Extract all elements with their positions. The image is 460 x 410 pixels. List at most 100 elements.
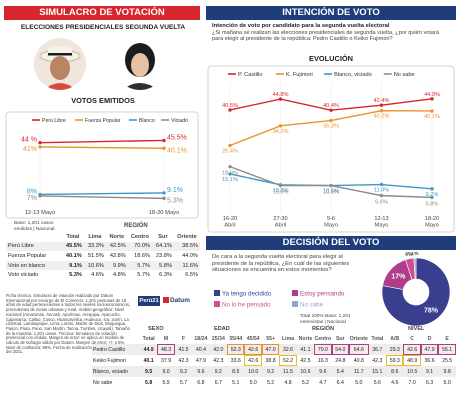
data-label-0-4: 44.9% <box>424 92 440 98</box>
crosstab-cell: 41.5 <box>178 346 189 353</box>
table-row: No sabe 5.8 5.9 5.7 6.8 6.7 5.1 5.0 5.2 4.8 5.2 4.7… <box>92 377 456 388</box>
donut-label-1: 17% <box>391 274 406 281</box>
crosstab-cell: 9.2 <box>179 368 188 375</box>
crosstab-cell: 42.6 <box>244 344 262 355</box>
point-3-0 <box>38 194 42 198</box>
crosstab-cell: 6.3 <box>425 379 434 386</box>
legend-label-1: K. Fujimori <box>286 72 313 78</box>
crosstab-cell: 10.5 <box>407 368 418 375</box>
crosstab-cell: 40.1 <box>143 357 154 364</box>
candidate-photo-castillo <box>34 38 86 90</box>
data-label-2-1: 9.1% <box>167 187 183 194</box>
crosstab-cell: 52.3 <box>227 344 245 355</box>
category-label-2-b: Mayo <box>324 223 338 229</box>
data-label-3-2: 10.5% <box>323 190 339 196</box>
crosstab-cell: 5.0 <box>355 379 363 386</box>
crosstab-cell: 25.5 <box>442 357 453 364</box>
legend-label-2: Blanco <box>139 118 155 124</box>
crosstab-col-header: 18/24 <box>194 335 208 342</box>
region-col-header: Lima <box>88 233 102 240</box>
crosstab-cell: 9.6 <box>197 368 205 375</box>
data-label-2-1: 10.8% <box>273 188 289 194</box>
region-label: REGIÓN <box>124 223 148 229</box>
datum-logo: Datum <box>163 296 197 306</box>
data-label-1-1: 40.1% <box>167 147 187 154</box>
candidate-photo-fujimori <box>114 38 166 90</box>
simulacro-subheader: ELECCIONES PRESIDENCIALES SEGUNDA VUELTA <box>20 24 186 31</box>
decision-legend-swatch-icon <box>292 301 298 307</box>
point-1-0 <box>228 143 232 148</box>
series-line-1 <box>39 146 165 149</box>
data-label-0-0: 44 % <box>21 137 37 144</box>
point-0-0 <box>228 108 232 112</box>
crosstab-header-row: Total M F 18/24 25/34 35/44 45/54 55+ Lima Norte C… <box>92 333 456 344</box>
evolucion-chart: P. Castillo K. Fujimori Blanco, viciado No … <box>207 65 455 233</box>
votos-emitidos-title: VOTOS EMITIDOS <box>71 96 135 105</box>
data-label-1-4: 40.1% <box>424 114 440 120</box>
point-2-3 <box>379 182 384 187</box>
datum-logo-icon <box>163 296 169 303</box>
region-col-header: Norte <box>109 233 125 240</box>
crosstab-cell: 33.6 <box>230 357 241 364</box>
crosstab-cell: 24.8 <box>335 357 346 364</box>
group-header-nivel: NIVEL <box>408 326 425 332</box>
crosstab-col-header: Norte <box>298 335 313 342</box>
crosstab-row-label: Pedro Castillo <box>93 346 126 353</box>
table-row: Voto viciado 5.3% 4.6% 4.8% 5.7% 6.3% 6.5% <box>6 270 200 280</box>
legend-label-3: No sabe <box>394 72 415 78</box>
series-line-3 <box>39 195 165 200</box>
crosstab-cell: 5.7 <box>179 379 188 386</box>
donut-label-0: 78% <box>424 307 439 314</box>
region-cell: 4.6% <box>91 272 104 279</box>
crosstab-cell: 9.0 <box>162 368 170 375</box>
point-0-1 <box>278 97 283 101</box>
crosstab-cell: 40.8 <box>353 357 364 364</box>
peru21-logo: Perú21 <box>138 296 160 306</box>
donut-label-2: 4% <box>405 252 413 258</box>
donut-label-3: 1% <box>411 252 419 257</box>
data-label-3-1: 13.0% <box>273 190 289 196</box>
region-cell: 45.5% <box>66 243 82 250</box>
legend-label-0: Perú Libre <box>42 118 66 124</box>
crosstab-row-label: Blanco, viciado <box>93 368 128 375</box>
crosstab-cell: 47.9 <box>420 344 439 355</box>
region-row-label: Fuerza Popular <box>8 252 47 259</box>
crosstab-row-label: No sabe <box>93 379 113 386</box>
point-2-0 <box>228 172 232 176</box>
crosstab-col-header: 25/34 <box>211 335 225 342</box>
decision-donut-chart: 78% 17% 4%1% <box>381 252 451 327</box>
legend-label-2: Blanco, viciado <box>334 72 372 78</box>
data-label-2-3: 11.0% <box>374 188 389 194</box>
category-label-1: 18-20 Mayo <box>149 210 180 216</box>
crosstab-cell: 5.4 <box>336 368 344 375</box>
decision-legend-label: Ya tengo decidido <box>222 290 272 298</box>
point-1-1 <box>162 146 166 150</box>
crosstab-cell: 42.6 <box>403 344 421 355</box>
crosstab-col-header <box>92 333 140 344</box>
region-row-label: Perú Libre <box>8 243 34 250</box>
crosstab-cell: 9.8 <box>443 368 451 375</box>
data-label-3-0: 7% <box>27 195 37 202</box>
region-cell: 18.6% <box>134 252 151 259</box>
data-label-3-0: 18.0% <box>222 171 238 177</box>
data-label-2-4: 9.2% <box>426 192 439 198</box>
group-header-edad: EDAD <box>214 326 230 332</box>
crosstab-cell: 5.6 <box>373 379 381 386</box>
point-3-0 <box>228 164 232 169</box>
crosstab-cell: 54.0 <box>331 344 349 355</box>
crosstab-cell: 8.5 <box>232 368 240 375</box>
point-0-2 <box>329 108 333 112</box>
decision-legend-item-1: Estoy pensando <box>292 290 344 298</box>
crosstab-cell: 40.4 <box>195 346 206 353</box>
category-label-4: 18-20 <box>425 216 439 222</box>
crosstab-cell: 48.9 <box>403 355 421 366</box>
category-label-4-b: Mayo <box>425 223 439 229</box>
crosstab-col-header: Lima <box>281 335 295 342</box>
crosstab-cell: 36.6 <box>424 357 435 364</box>
crosstab-cell: 32.6 <box>282 346 294 353</box>
crosstab-col-header: D <box>427 335 432 342</box>
region-cell: 44.0% <box>182 252 198 259</box>
decision-legend: Ya tengo decidido Estoy pensando No lo he … <box>214 290 364 318</box>
crosstab-cell: 9.5 <box>145 368 153 375</box>
